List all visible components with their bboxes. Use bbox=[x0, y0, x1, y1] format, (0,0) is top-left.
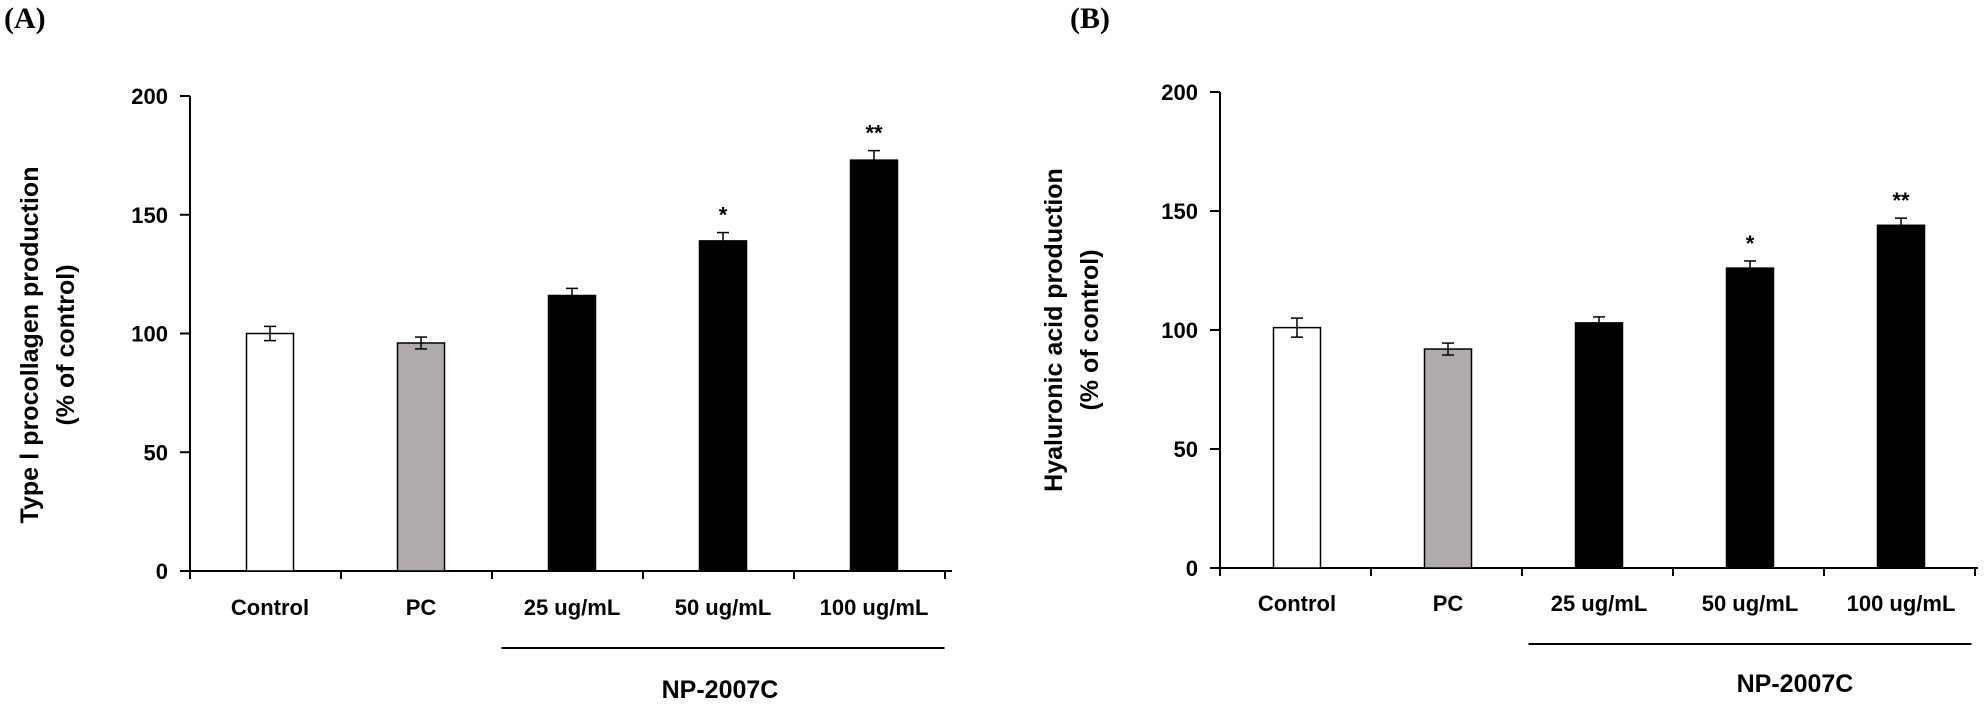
bar-1 bbox=[396, 342, 446, 572]
bar-3 bbox=[1725, 267, 1775, 569]
y-tick-label: 200 bbox=[1161, 80, 1198, 105]
significance-label-3: * bbox=[1746, 231, 1755, 256]
y-tick-label: 150 bbox=[131, 203, 168, 228]
bar-4 bbox=[1876, 224, 1926, 569]
group-label: NP-2007C bbox=[1737, 670, 1854, 698]
panel-a: (A) Type Ⅰ procollagen production (% of … bbox=[4, 2, 952, 704]
panel-label: (A) bbox=[4, 2, 46, 35]
category-label-2: 25 ug/mL bbox=[1551, 591, 1648, 616]
bar-0 bbox=[1272, 326, 1322, 569]
category-label-4: 100 ug/mL bbox=[820, 595, 929, 620]
significance-label-3: * bbox=[719, 203, 728, 228]
category-label-4: 100 ug/mL bbox=[1847, 591, 1956, 616]
y-tick-label: 100 bbox=[131, 322, 168, 347]
bar-0 bbox=[245, 332, 295, 572]
group-label: NP-2007C bbox=[662, 676, 779, 704]
category-label-3: 50 ug/mL bbox=[675, 595, 772, 620]
significance-label-4: ** bbox=[865, 121, 883, 146]
bar-3 bbox=[698, 240, 748, 572]
y-axis-label-line-1: Hyaluronic acid production bbox=[1040, 168, 1068, 492]
significance-label-4: ** bbox=[1892, 188, 1910, 213]
bar-2 bbox=[1574, 322, 1624, 569]
category-label-3: 50 ug/mL bbox=[1702, 591, 1799, 616]
category-label-1: PC bbox=[1433, 591, 1464, 616]
y-axis-label-line-2: (% of control) bbox=[1076, 249, 1104, 410]
bar-2 bbox=[547, 294, 597, 572]
y-axis-label-line-1: Type Ⅰ procollagen production bbox=[16, 167, 44, 524]
category-label-0: Control bbox=[1258, 591, 1336, 616]
y-tick-label: 100 bbox=[1161, 318, 1198, 343]
bar-1 bbox=[1423, 348, 1473, 569]
y-tick-label: 0 bbox=[156, 559, 168, 584]
y-tick-label: 150 bbox=[1161, 199, 1198, 224]
category-label-0: Control bbox=[231, 595, 309, 620]
y-axis-label-line-2: (% of control) bbox=[52, 264, 80, 425]
category-label-2: 25 ug/mL bbox=[524, 595, 621, 620]
panel-b: (B) Hyaluronic acid production (% of con… bbox=[1040, 2, 1978, 698]
y-tick-label: 50 bbox=[144, 440, 168, 465]
bar-4 bbox=[849, 159, 899, 572]
y-tick-label: 200 bbox=[131, 84, 168, 109]
panel-label: (B) bbox=[1070, 2, 1110, 35]
category-label-1: PC bbox=[406, 595, 437, 620]
y-tick-label: 50 bbox=[1174, 437, 1198, 462]
y-tick-label: 0 bbox=[1186, 556, 1198, 581]
